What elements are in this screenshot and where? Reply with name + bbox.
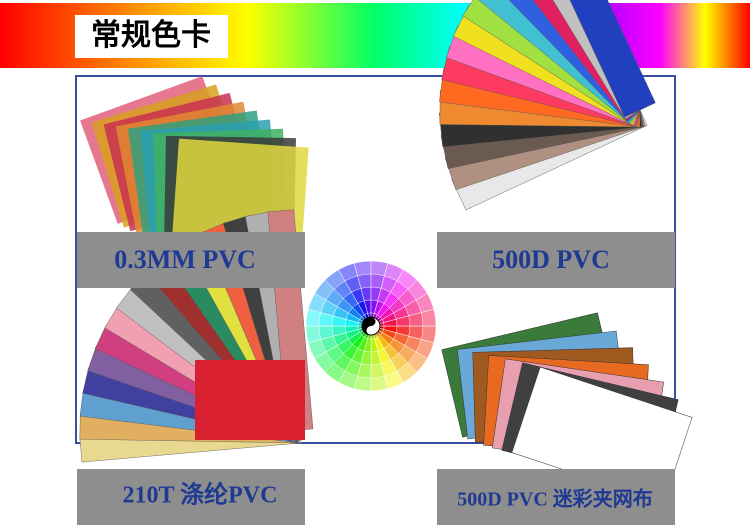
swatch xyxy=(539,0,656,118)
swatches xyxy=(79,0,693,504)
label-box xyxy=(77,232,305,288)
label-box xyxy=(437,232,675,288)
panel-label: 210T 涤纶PVC xyxy=(123,481,278,509)
panel-label: 0.3MM PVC xyxy=(114,245,256,274)
panel-label: 500D PVC 迷彩夹网布 xyxy=(457,487,653,511)
label-box xyxy=(77,469,305,525)
swatch xyxy=(195,360,305,440)
wheel-center xyxy=(362,317,376,335)
title-box xyxy=(75,15,228,58)
panel-label: 500D PVC xyxy=(492,245,610,274)
label-box xyxy=(437,469,675,525)
title: 常规色卡 xyxy=(91,18,211,53)
